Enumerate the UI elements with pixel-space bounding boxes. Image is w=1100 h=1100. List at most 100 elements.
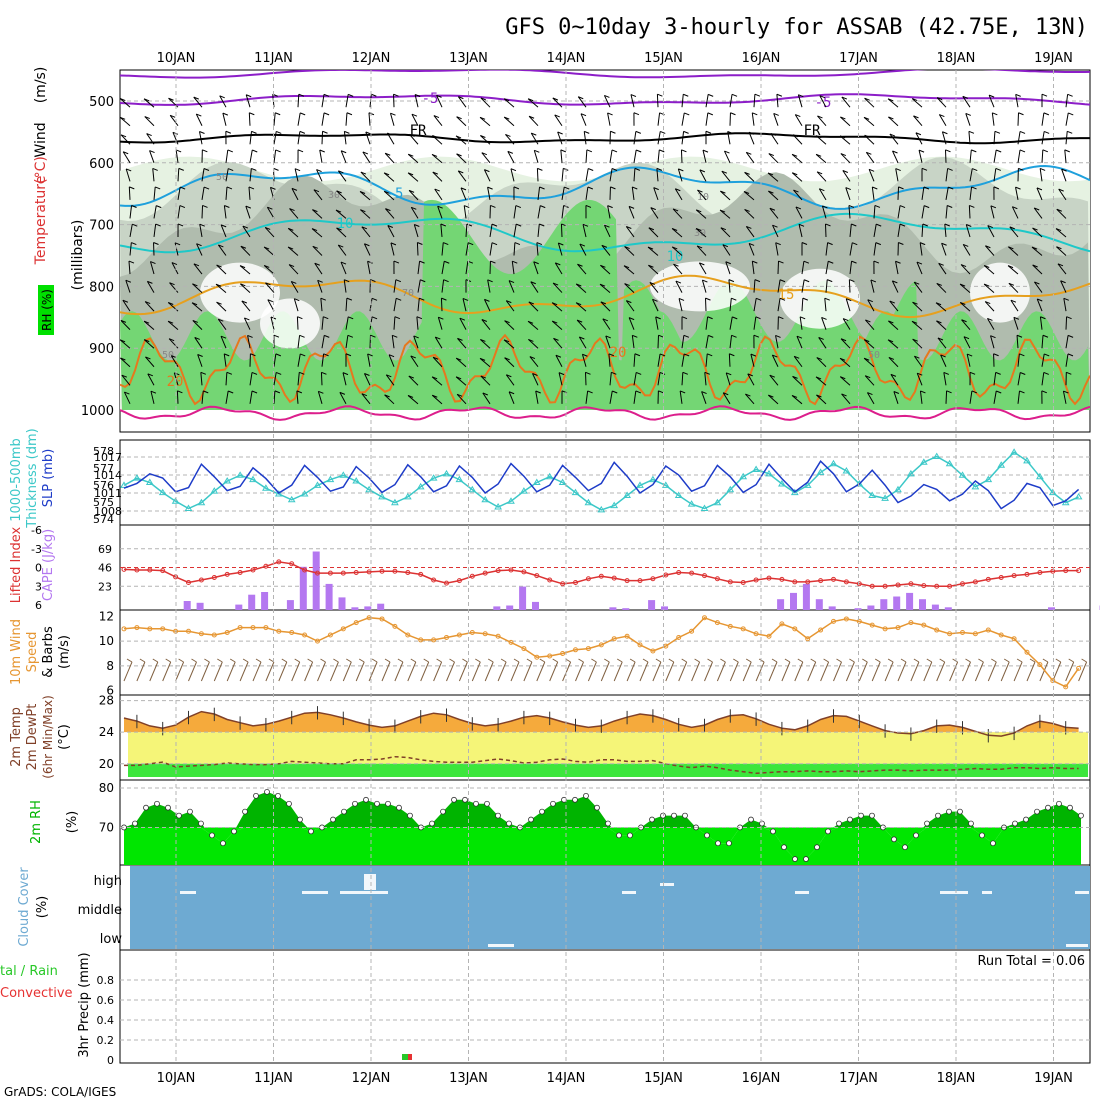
wind-barb	[266, 206, 275, 219]
thickness-point	[623, 491, 631, 498]
wind-barb	[609, 372, 612, 386]
wind-barb	[456, 153, 467, 164]
wind-barb	[391, 335, 395, 349]
wind-barb	[432, 135, 443, 145]
wind-barb-flag	[408, 375, 415, 379]
wind-barb-flag	[291, 187, 298, 191]
wind-barb-flag	[177, 390, 183, 394]
surface-wind-barb	[394, 661, 404, 682]
wind-barb-flag	[275, 353, 282, 357]
wind-barb-flag	[505, 134, 511, 137]
wind-barb-flag	[840, 376, 846, 380]
rh2m-point	[352, 800, 358, 807]
wind-barb-flag	[872, 186, 878, 190]
wind-barb-flag	[841, 393, 847, 397]
label-thickness1: 1000-500mb	[9, 438, 24, 522]
wind-barb-flag	[443, 242, 449, 246]
wind-barb	[681, 112, 685, 126]
cape-bar	[777, 599, 785, 610]
cape-bar	[532, 601, 539, 610]
wind-barb	[768, 394, 779, 405]
rh2m-point	[242, 808, 248, 815]
wind-barb-flag	[247, 334, 253, 338]
wind-barb-flag	[314, 262, 320, 266]
wind-barb	[648, 227, 659, 238]
rh2m-point	[1056, 800, 1062, 807]
wind-barb	[1041, 335, 1044, 349]
lifted-index-point	[895, 582, 901, 588]
wind-barb-flag	[490, 260, 496, 264]
wind-barb-flag	[769, 207, 776, 211]
wind-barb-flag	[1063, 390, 1069, 394]
rh2m-point	[704, 832, 710, 839]
wind-barb-flag	[650, 207, 656, 211]
wind-barb-flag	[746, 225, 752, 229]
wind-barb-flag	[512, 260, 518, 264]
contour-label-0: -5	[422, 91, 439, 107]
lifted-index-point	[740, 580, 746, 585]
wind-barb-flag	[150, 261, 156, 264]
lifted-index-point	[1024, 571, 1030, 577]
cloud-patch-9	[1075, 891, 1089, 894]
wind-barb-flag	[528, 338, 534, 342]
wind-barb	[696, 245, 707, 256]
wind-barb-flag	[455, 376, 462, 380]
wind-barb-flag	[227, 390, 234, 394]
lifted-index-point	[792, 579, 798, 585]
wind-barb	[321, 94, 325, 108]
rh2m-point	[770, 828, 776, 835]
cloud-patch-5	[660, 883, 674, 886]
wind-barb-flag	[816, 135, 822, 139]
wind-barb-flag	[444, 260, 450, 264]
wind-barb	[585, 186, 589, 200]
thickness-point	[868, 491, 877, 498]
surface-wind-barb	[510, 661, 520, 682]
wind-barb-flag	[1057, 263, 1064, 267]
wind-barb-flag	[636, 372, 642, 375]
wind-barb-flag	[752, 260, 758, 264]
wind-barb-flag	[671, 228, 678, 231]
wind-barb	[321, 353, 325, 367]
wind-barb-flag	[827, 279, 833, 283]
wind-barb-flag	[203, 390, 209, 394]
wind-speed-point	[908, 620, 914, 626]
wind-barb	[1065, 112, 1069, 126]
wind-barb	[630, 94, 635, 108]
wind-barb-flag	[607, 112, 613, 116]
wind-barb-flag	[536, 242, 543, 246]
wind-barb	[433, 115, 443, 127]
wind-barb-flag	[768, 394, 774, 398]
wind-barb-flag	[432, 171, 438, 175]
wind-barb-flag	[960, 264, 967, 268]
wind-barb	[650, 207, 659, 219]
wind-barb	[945, 168, 949, 182]
wind-barb	[825, 279, 828, 293]
wind-barb	[842, 318, 851, 330]
slp-line	[123, 460, 1080, 510]
cloud-patch-11	[1066, 944, 1088, 947]
surface-wind-barb	[1065, 661, 1075, 682]
wind-barb	[294, 168, 299, 182]
wind-barb-flag	[228, 168, 234, 171]
thickness-point	[455, 475, 464, 483]
wind-barb	[504, 320, 515, 331]
wind-barb	[264, 227, 275, 238]
wind-barb	[440, 298, 443, 312]
wind-barb-flag	[1061, 168, 1067, 172]
wind-barb	[794, 114, 803, 126]
wind-barb-flag	[723, 392, 729, 396]
wind-barb-flag	[143, 98, 150, 102]
wind-barb-flag	[144, 116, 150, 120]
wind-barb-flag	[696, 209, 702, 213]
surface-wind-barb	[768, 661, 778, 682]
wind-barb-flag	[839, 135, 846, 139]
temp-band-yellow	[128, 732, 1088, 764]
rh2m-point	[891, 836, 897, 843]
wind-barb-flag	[1067, 353, 1074, 357]
cape-bar	[338, 597, 346, 610]
rh2m-point	[132, 820, 138, 827]
wind-barb	[217, 318, 227, 330]
rh2m-tick-70: 70	[99, 820, 114, 834]
wind-barb	[146, 133, 155, 145]
thickness-point	[249, 475, 257, 483]
